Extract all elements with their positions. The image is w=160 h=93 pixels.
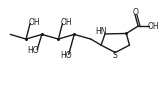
Text: OH: OH <box>60 18 72 27</box>
Text: HO: HO <box>27 46 39 55</box>
Text: O: O <box>133 8 139 17</box>
Text: S: S <box>113 51 118 60</box>
Text: OH: OH <box>147 22 159 31</box>
Text: HO: HO <box>60 51 72 60</box>
Text: OH: OH <box>28 18 40 27</box>
Text: HN: HN <box>95 27 107 36</box>
